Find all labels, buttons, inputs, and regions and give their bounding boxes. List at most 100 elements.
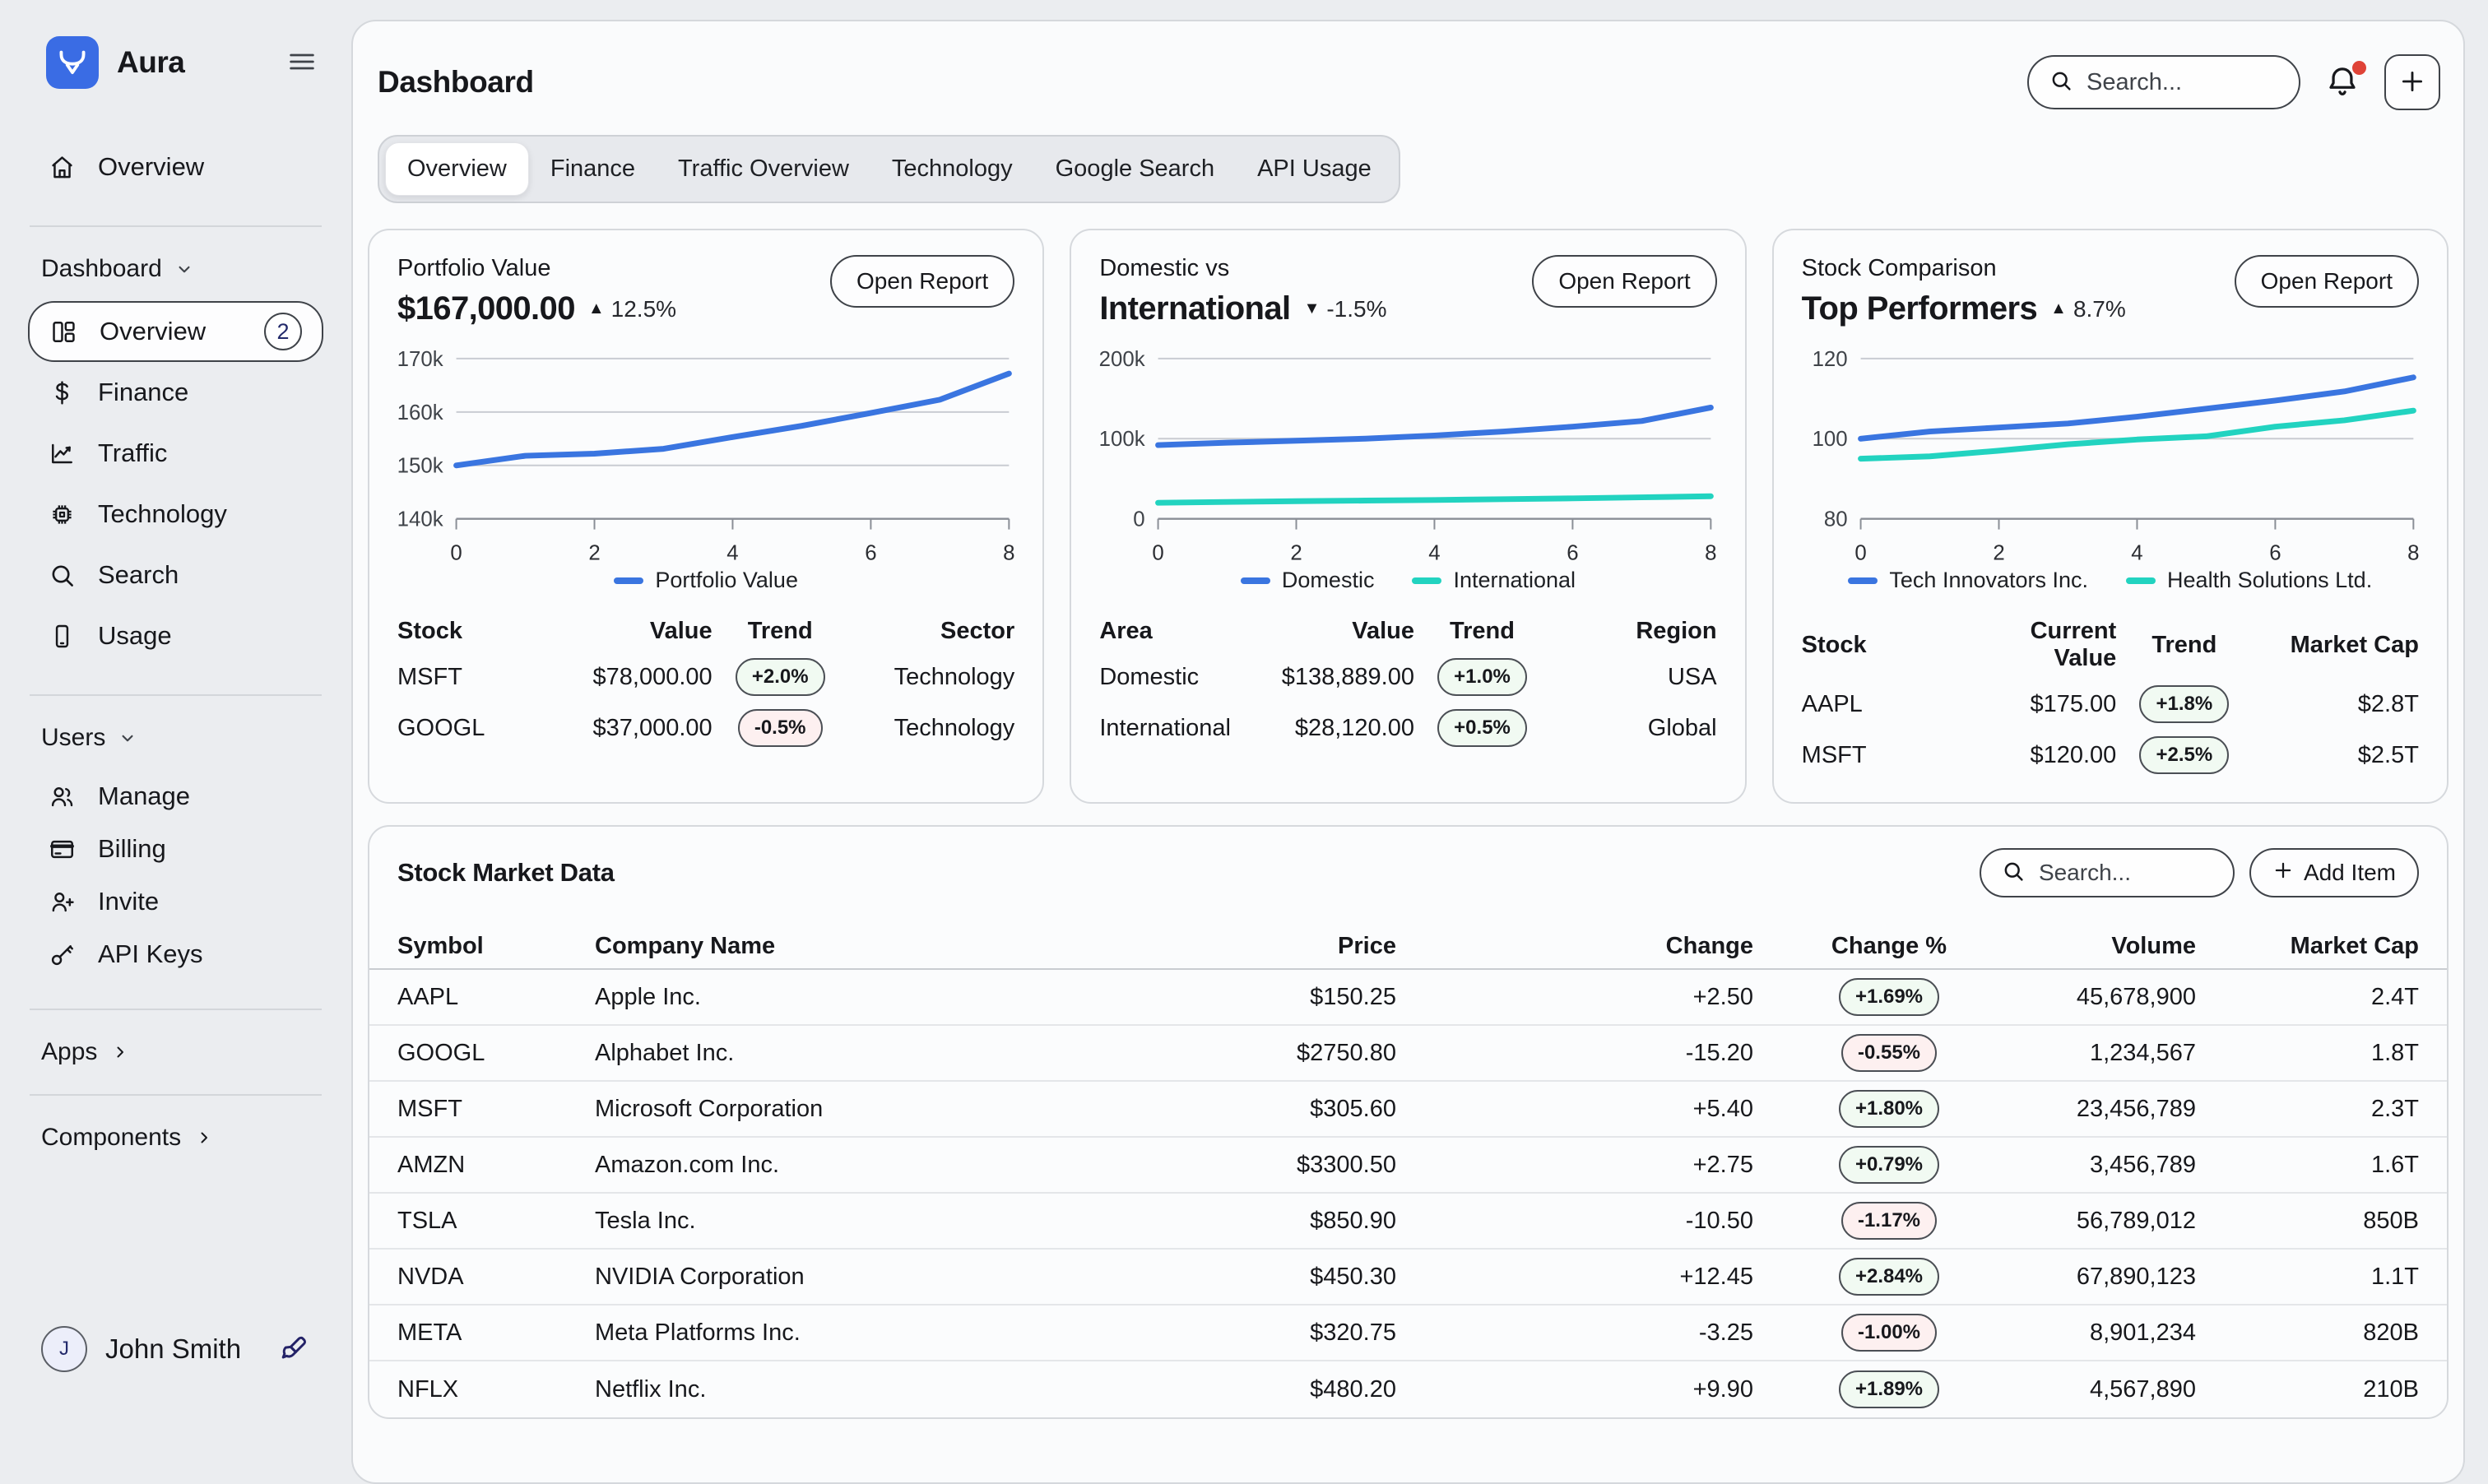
sidebar-link-label: Components (41, 1124, 182, 1151)
open-report-button[interactable]: Open Report (1532, 255, 1717, 308)
legend-swatch (1240, 577, 1270, 584)
add-item-button[interactable]: Add Item (2249, 848, 2419, 898)
open-report-button[interactable]: Open Report (830, 255, 1015, 308)
tab-technology[interactable]: Technology (870, 143, 1034, 195)
svg-text:4: 4 (2131, 541, 2142, 564)
column-header: Region (1636, 618, 1717, 645)
table-cell: TSLA (397, 1207, 457, 1234)
sidebar-link-components[interactable]: Components (28, 1124, 323, 1152)
market-table-row[interactable]: NVDA NVIDIA Corporation $450.30 +12.45 +2.84… (369, 1250, 2447, 1306)
sidebar-item-traffic[interactable]: Traffic (28, 423, 323, 484)
table-row[interactable]: AAPL $175.00 +1.8% $2.8T (1802, 679, 2419, 730)
table-cell: 850B (2363, 1207, 2419, 1234)
summary-card-1: Domestic vs International ▼ -1.5% Open Repor… (1070, 229, 1747, 805)
legend-label: Domestic (1281, 568, 1375, 593)
page-title: Dashboard (378, 65, 534, 99)
sidebar-groups: Dashboard Overview 2 Finance Traffic Technolo… (28, 255, 323, 1010)
table-row[interactable]: GOOGL $37,000.00 -0.5% Technology (397, 703, 1014, 754)
market-table-row[interactable]: META Meta Platforms Inc. $320.75 -3.25 -1.00… (369, 1305, 2447, 1362)
legend-label: Tech Innovators Inc. (1889, 568, 2089, 593)
tab-api-usage[interactable]: API Usage (1236, 143, 1393, 195)
table-cell: +12.45 (1679, 1263, 1753, 1290)
table-row[interactable]: Domestic $138,889.00 +1.0% USA (1099, 652, 1717, 703)
notifications-button[interactable] (2320, 59, 2366, 106)
tab-google-search[interactable]: Google Search (1034, 143, 1236, 195)
group-label-dashboard[interactable]: Dashboard (28, 255, 323, 283)
legend-label: Health Solutions Ltd. (2167, 568, 2373, 593)
user-row[interactable]: J John Smith (28, 1326, 323, 1372)
sidebar-item-technology[interactable]: Technology (28, 484, 323, 545)
card-delta: ▲ 8.7% (2050, 296, 2126, 322)
market-table-row[interactable]: GOOGL Alphabet Inc. $2750.80 -15.20 -0.55% 1,… (369, 1026, 2447, 1083)
market-search[interactable] (1979, 848, 2235, 898)
market-table-row[interactable]: AAPL Apple Inc. $150.25 +2.50 +1.69% 45,678,9… (369, 970, 2447, 1027)
group-label-users[interactable]: Users (28, 724, 323, 752)
item-badge: 2 (264, 313, 302, 350)
market-table-row[interactable]: MSFT Microsoft Corporation $305.60 +5.40 +1.… (369, 1082, 2447, 1139)
sidebar-item-overview[interactable]: Overview 2 (28, 301, 323, 362)
sidebar-top-nav: Overview (28, 137, 323, 197)
table-cell: AMZN (397, 1151, 466, 1178)
sidebar-toggle-button[interactable] (281, 40, 323, 86)
tab-overview[interactable]: Overview (385, 142, 529, 196)
table-row[interactable]: MSFT $78,000.00 +2.0% Technology (397, 652, 1014, 703)
tab-traffic-overview[interactable]: Traffic Overview (657, 143, 870, 195)
delta-value: 12.5% (610, 295, 677, 322)
table-cell: 1.8T (2370, 1039, 2419, 1066)
card-headline-row: International ▼ -1.5% (1099, 290, 1386, 327)
group-label-text: Dashboard (41, 255, 162, 282)
add-item-label: Add Item (2303, 860, 2396, 886)
table-cell: 2.3T (2370, 1095, 2419, 1122)
column-header: Change % (1831, 932, 1947, 959)
legend-item: Tech Innovators Inc. (1848, 568, 2088, 593)
svg-text:2: 2 (1291, 541, 1302, 564)
table-cell: 56,789,012 (2076, 1207, 2196, 1234)
sidebar-item-search[interactable]: Search (28, 545, 323, 605)
global-search[interactable] (2027, 55, 2300, 109)
svg-text:6: 6 (2269, 541, 2281, 564)
notification-dot (2352, 60, 2366, 75)
card-headline-row: $167,000.00 ▲ 12.5% (397, 290, 676, 327)
table-cell: 67,890,123 (2076, 1263, 2196, 1290)
sidebar-item-usage[interactable]: Usage (28, 605, 323, 666)
table-cell: -10.50 (1685, 1207, 1753, 1234)
sidebar-link-apps[interactable]: Apps (28, 1038, 323, 1066)
market-table-row[interactable]: TSLA Tesla Inc. $850.90 -10.50 -1.17% 56,789,… (369, 1194, 2447, 1250)
create-button[interactable] (2384, 54, 2440, 110)
sidebar-item-finance[interactable]: Finance (28, 362, 323, 423)
tab-finance[interactable]: Finance (529, 143, 657, 195)
svg-text:4: 4 (1429, 541, 1441, 564)
plus-icon (2272, 860, 2294, 887)
sidebar-item-overview[interactable]: Overview (28, 137, 323, 197)
svg-text:8: 8 (2407, 541, 2419, 564)
table-row[interactable]: International $28,120.00 +0.5% Global (1099, 703, 1717, 754)
sidebar-item-invite[interactable]: Invite (28, 875, 323, 928)
hamburger-icon (285, 53, 318, 81)
legend-item: International (1412, 568, 1576, 593)
table-cell: +2.75 (1692, 1151, 1753, 1178)
legend-swatch (1412, 577, 1442, 584)
market-search-input[interactable] (2038, 860, 2213, 887)
dollar-icon (48, 378, 77, 407)
market-table-row[interactable]: NFLX Netflix Inc. $480.20 +9.90 +1.89% 4,567,… (369, 1361, 2447, 1417)
table-cell: META (397, 1319, 462, 1346)
sidebar-item-billing[interactable]: Billing (28, 823, 323, 875)
table-cell: Microsoft Corporation (595, 1095, 824, 1122)
table-cell: $150.25 (1310, 983, 1396, 1010)
sidebar-item-label: Manage (98, 781, 191, 810)
open-report-button[interactable]: Open Report (2234, 255, 2419, 308)
table-cell: Meta Platforms Inc. (595, 1319, 801, 1346)
table-cell: -15.20 (1685, 1039, 1753, 1066)
svg-text:0: 0 (450, 541, 462, 564)
sidebar-item-api-keys[interactable]: API Keys (28, 928, 323, 981)
market-table-row[interactable]: AMZN Amazon.com Inc. $3300.50 +2.75 +0.79% 3,… (369, 1138, 2447, 1194)
theme-button[interactable] (277, 1332, 310, 1367)
card-table-header: Area Value Trend Region (1099, 618, 1716, 645)
card-headline-row: Top Performers ▲ 8.7% (1802, 290, 2126, 327)
sidebar-item-manage[interactable]: Manage (28, 770, 323, 823)
table-row[interactable]: MSFT $120.00 +2.5% $2.5T (1802, 730, 2419, 781)
header-actions (2027, 54, 2440, 110)
panel-header: Dashboard (368, 21, 2449, 110)
search-input[interactable] (2086, 68, 2279, 96)
tab-bar: Overview Finance Traffic Overview Technolog… (378, 135, 1400, 203)
